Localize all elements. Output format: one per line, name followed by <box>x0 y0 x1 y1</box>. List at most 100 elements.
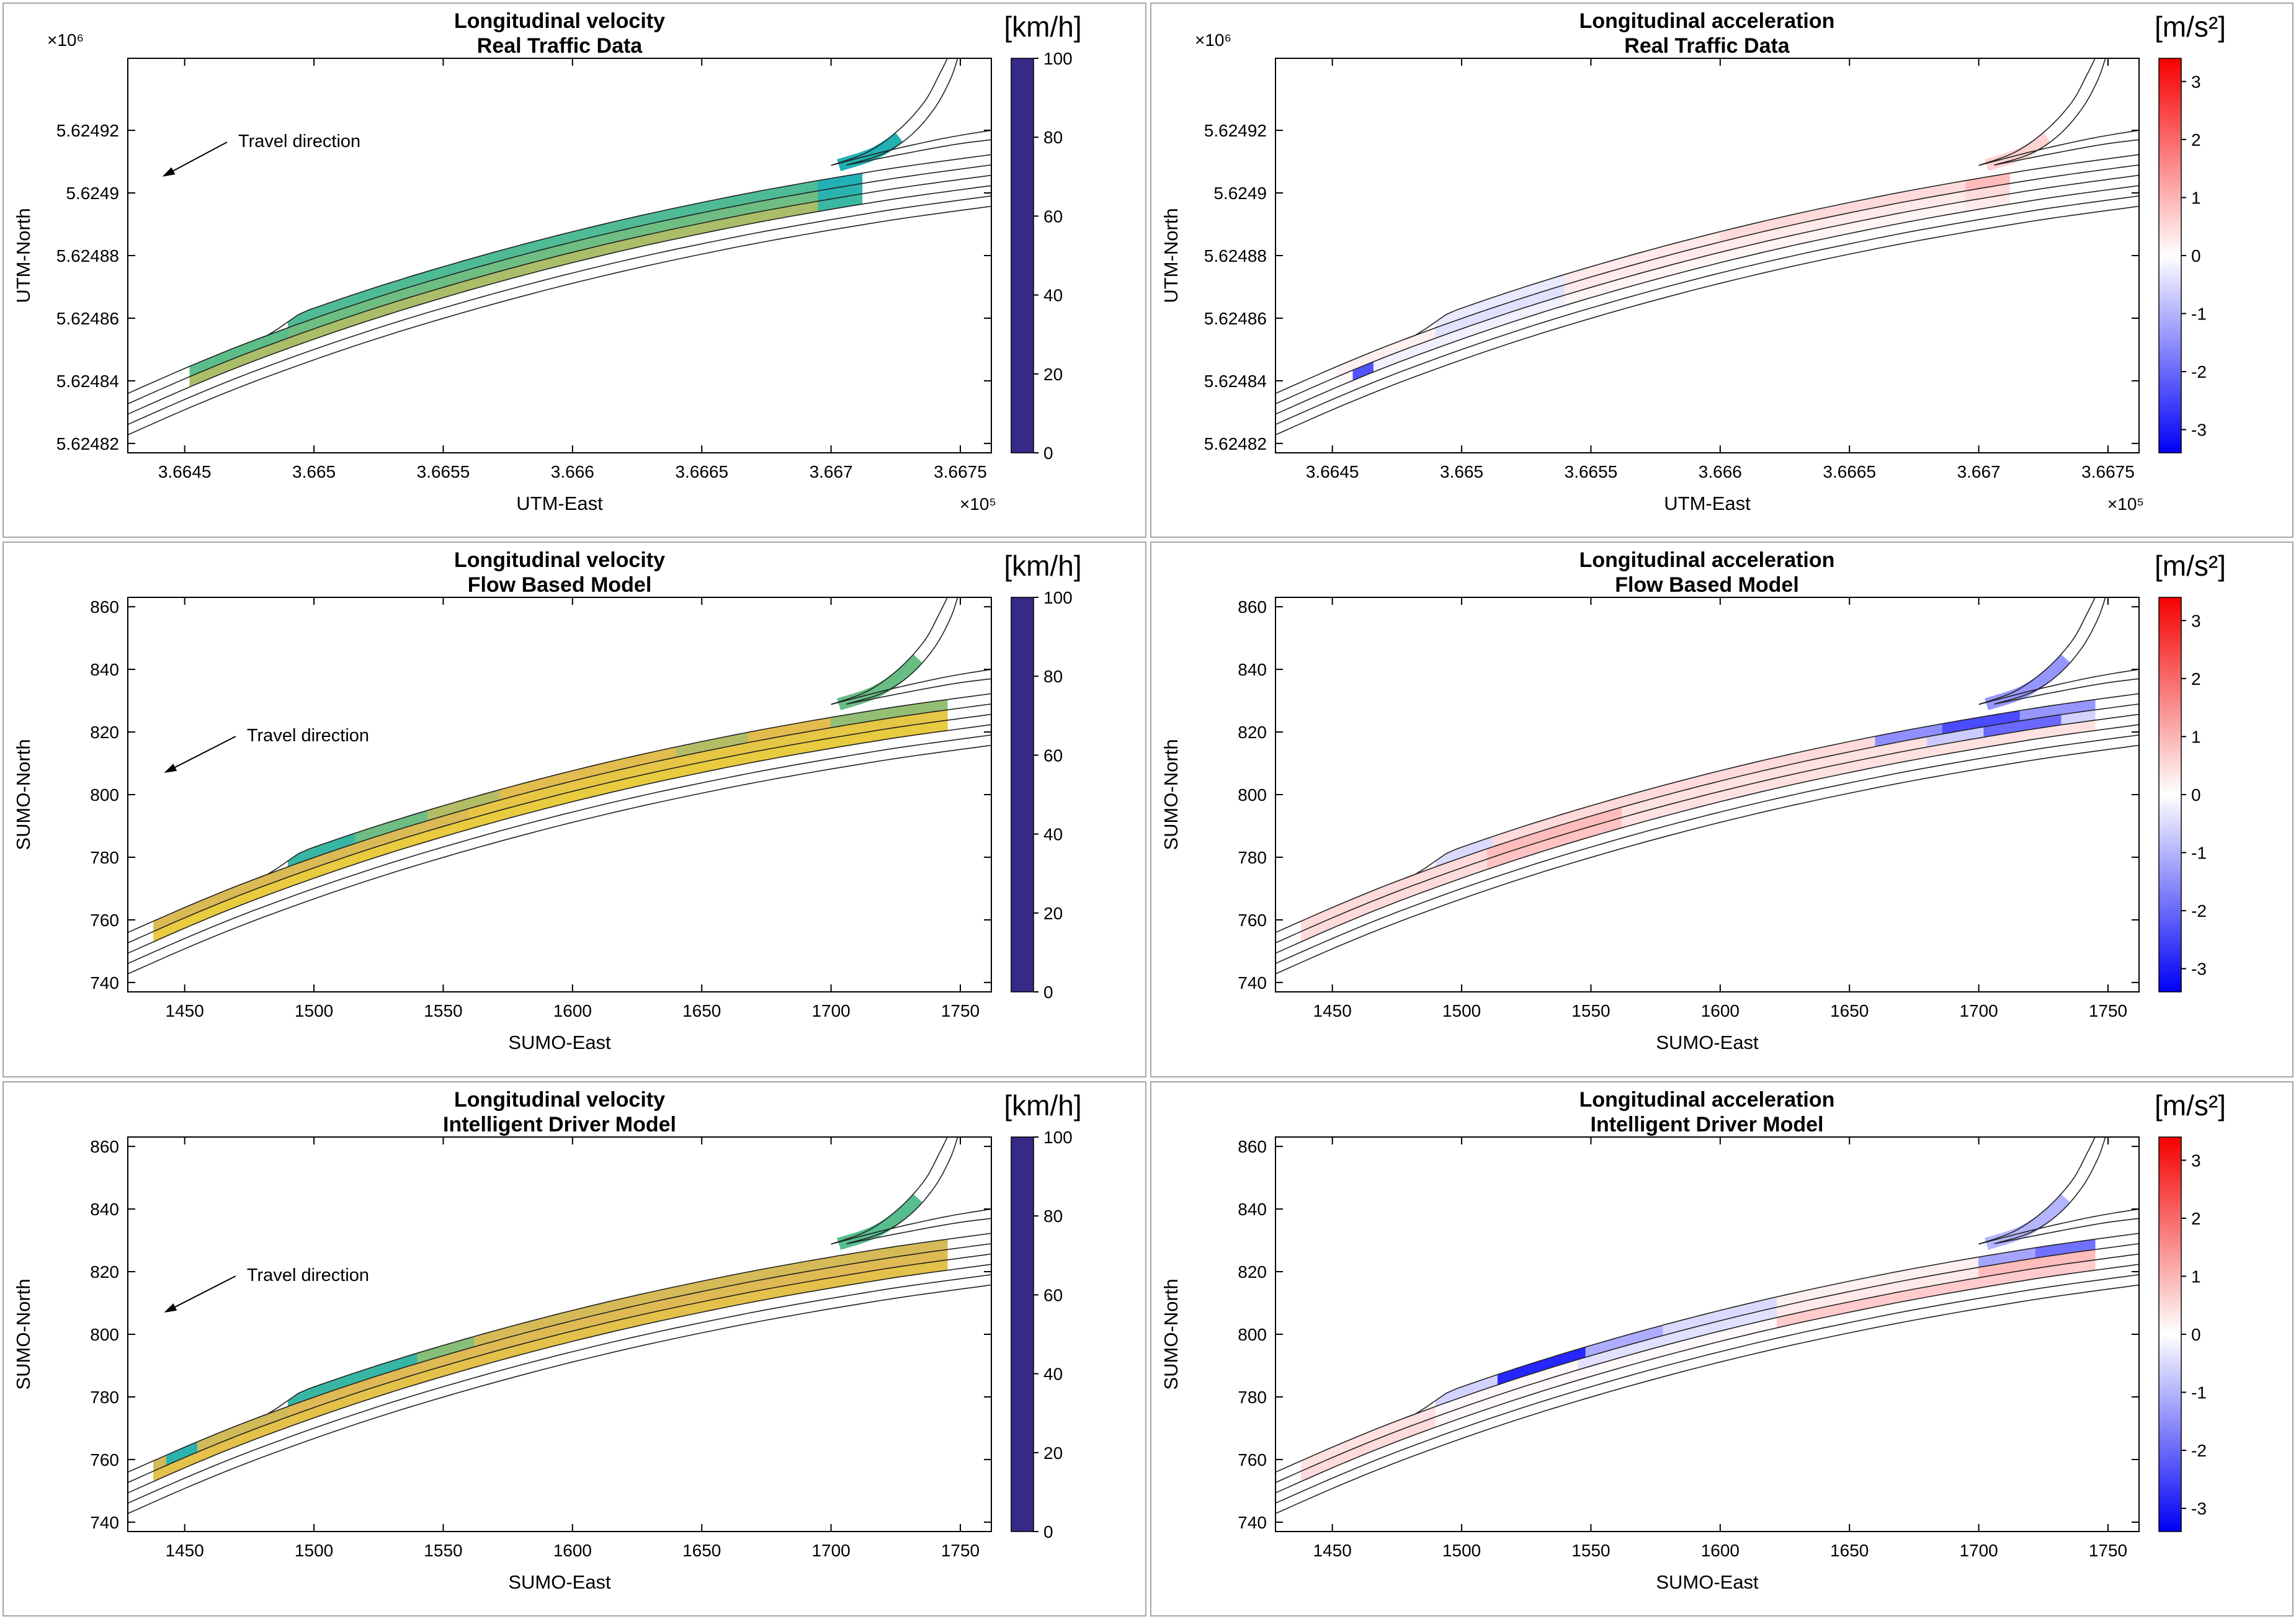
x-tick-label: 1450 <box>1313 1001 1351 1020</box>
lane-line <box>127 1253 992 1483</box>
x-tick-label: 1550 <box>1571 1001 1610 1020</box>
x-tick-label: 1750 <box>941 1001 980 1020</box>
colorbar: -3 -2 -1 0 1 2 3 <box>2158 597 2206 993</box>
colorbar-tick-label: 20 <box>1043 904 1063 923</box>
colorbar-tick-label: 40 <box>1043 825 1063 844</box>
fork-line <box>846 678 992 705</box>
colorbar-tick-label: -3 <box>2191 421 2207 440</box>
colorbar-tick-label: -2 <box>2191 362 2207 381</box>
y-tick-label: 820 <box>1238 723 1267 742</box>
lane-line <box>1275 703 2139 934</box>
y-tick-label: 760 <box>1238 1450 1267 1470</box>
y-tick-label: 5.62482 <box>1204 434 1266 453</box>
colorbar-tick-label: 3 <box>2191 1151 2201 1170</box>
ramp-segment <box>837 654 922 711</box>
road-segment <box>1300 1416 1436 1482</box>
y-tick-label: 5.62492 <box>56 121 119 140</box>
lane-line <box>127 1242 992 1473</box>
y-tick-label: 820 <box>90 1262 119 1282</box>
road-lane-lines <box>1275 597 2139 975</box>
x-tick-label: 3.6645 <box>158 462 212 481</box>
fork-line <box>1978 1208 2139 1245</box>
axes: 1450 1500 1550 1600 1650 1700 1750 740 760 780 800… <box>12 597 992 1053</box>
panel-velocity-flow-model: 1450 1500 1550 1600 1650 1700 1750 740 760 780 800… <box>2 542 1146 1077</box>
lane-line <box>1275 734 2139 965</box>
x-tick-label: 3.667 <box>810 462 853 481</box>
plot-acceleration-flow-model: 1450 1500 1550 1600 1650 1700 1750 740 760 780 800… <box>1160 597 2206 1053</box>
lane-line <box>127 1264 992 1494</box>
y-tick-label: 800 <box>90 785 119 805</box>
y-axis-exponent: ×10⁶ <box>47 30 84 50</box>
lane-line <box>127 724 992 954</box>
x-axis-exponent: ×10⁵ <box>2107 494 2143 514</box>
panel-acceleration-real-traffic: 3.6645 3.665 3.6655 3.666 3.6665 3.667 3.6675 5… <box>1150 2 2294 538</box>
colorbar-tick-label: 0 <box>2191 1325 2201 1344</box>
lane-line <box>127 174 992 404</box>
colorbar-tick-label: 20 <box>1043 365 1063 384</box>
road-segment <box>1577 1306 1777 1370</box>
travel-direction-annotation: Travel direction <box>164 1265 369 1313</box>
y-tick-label: 840 <box>1238 660 1267 679</box>
lane-line <box>127 185 992 415</box>
x-tick-label: 3.665 <box>292 462 336 481</box>
y-tick-label: 860 <box>1238 597 1267 617</box>
velocity-band <box>1337 132 2051 388</box>
colorbar-tick-label: 0 <box>1043 444 1053 463</box>
colorbar-tick-label: 3 <box>2191 612 2201 631</box>
velocity-band <box>1300 654 2096 943</box>
panel-acceleration-flow-model: 1450 1500 1550 1600 1650 1700 1750 740 760 780 800… <box>1150 542 2294 1077</box>
y-tick-label: 760 <box>90 911 119 930</box>
x-tick-label: 1550 <box>1571 1541 1610 1560</box>
x-tick-label: 3.6655 <box>417 462 470 481</box>
y-tick-label: 780 <box>90 848 119 867</box>
axes: 1450 1500 1550 1600 1650 1700 1750 740 760 780 800… <box>1160 1136 2140 1593</box>
colorbar-tick-label: 2 <box>2191 669 2201 689</box>
x-tick-label: 1550 <box>424 1541 462 1560</box>
plot-velocity-real-traffic: 3.6645 3.665 3.6655 3.666 3.6665 3.667 3.6675 5… <box>12 30 1073 514</box>
y-tick-label: 780 <box>1238 1388 1267 1407</box>
x-axis-label: SUMO-East <box>1656 1571 1759 1593</box>
x-tick-label: 3.6675 <box>2081 462 2135 481</box>
lane-line-top-edge <box>257 154 992 340</box>
colorbar-tick-label: -3 <box>2191 1499 2207 1518</box>
y-axis-label: UTM-North <box>12 208 34 303</box>
ramp-segment <box>1984 1193 2070 1250</box>
x-axis-label: UTM-East <box>1664 493 1751 514</box>
x-tick-label: 1450 <box>166 1541 204 1560</box>
y-tick-label: 5.62484 <box>56 372 119 391</box>
ramp-segment <box>1984 654 2070 711</box>
plot-velocity-flow-model: 1450 1500 1550 1600 1650 1700 1750740760780800… <box>12 588 1073 1053</box>
lane-line <box>127 1273 992 1504</box>
lane-line <box>127 745 992 975</box>
ramp-line <box>846 58 958 166</box>
lane-line-top-edge <box>1404 154 2139 340</box>
lane-line-top-edge <box>1404 1233 2139 1419</box>
x-tick-label: 3.6655 <box>1564 462 1617 481</box>
road-segment <box>153 720 948 943</box>
x-tick-label: 1650 <box>1830 1541 1869 1560</box>
y-axis-label: UTM-North <box>1160 208 1182 303</box>
lane-line <box>1275 1284 2139 1514</box>
y-tick-label: 820 <box>1238 1262 1267 1282</box>
road-lane-lines <box>127 1136 992 1514</box>
lane-line <box>127 1284 992 1514</box>
arrowhead-icon <box>162 167 176 177</box>
colorbar-tick-label: 20 <box>1043 1443 1063 1462</box>
x-tick-label: 3.6675 <box>934 462 987 481</box>
colorbar-tick-label: 1 <box>2191 728 2201 747</box>
ramp-line <box>846 1136 958 1244</box>
y-tick-label: 5.6249 <box>66 184 119 203</box>
y-axis-label: SUMO-North <box>1160 1278 1182 1389</box>
x-tick-label: 3.6665 <box>675 462 728 481</box>
lane-line-top-edge <box>257 1233 992 1419</box>
lane-line <box>1275 1253 2139 1483</box>
fork-line <box>1993 1218 2139 1244</box>
colorbar-tick-label: 100 <box>1043 1128 1073 1147</box>
y-axis-label: SUMO-North <box>12 739 34 850</box>
x-tick-label: 1700 <box>811 1541 850 1560</box>
ramp-line <box>831 597 948 705</box>
colorbar-tick-label: 3 <box>2191 72 2201 91</box>
lane-line <box>127 714 992 944</box>
y-tick-label: 800 <box>90 1325 119 1344</box>
colorbar-tick-label: 100 <box>1043 49 1073 68</box>
